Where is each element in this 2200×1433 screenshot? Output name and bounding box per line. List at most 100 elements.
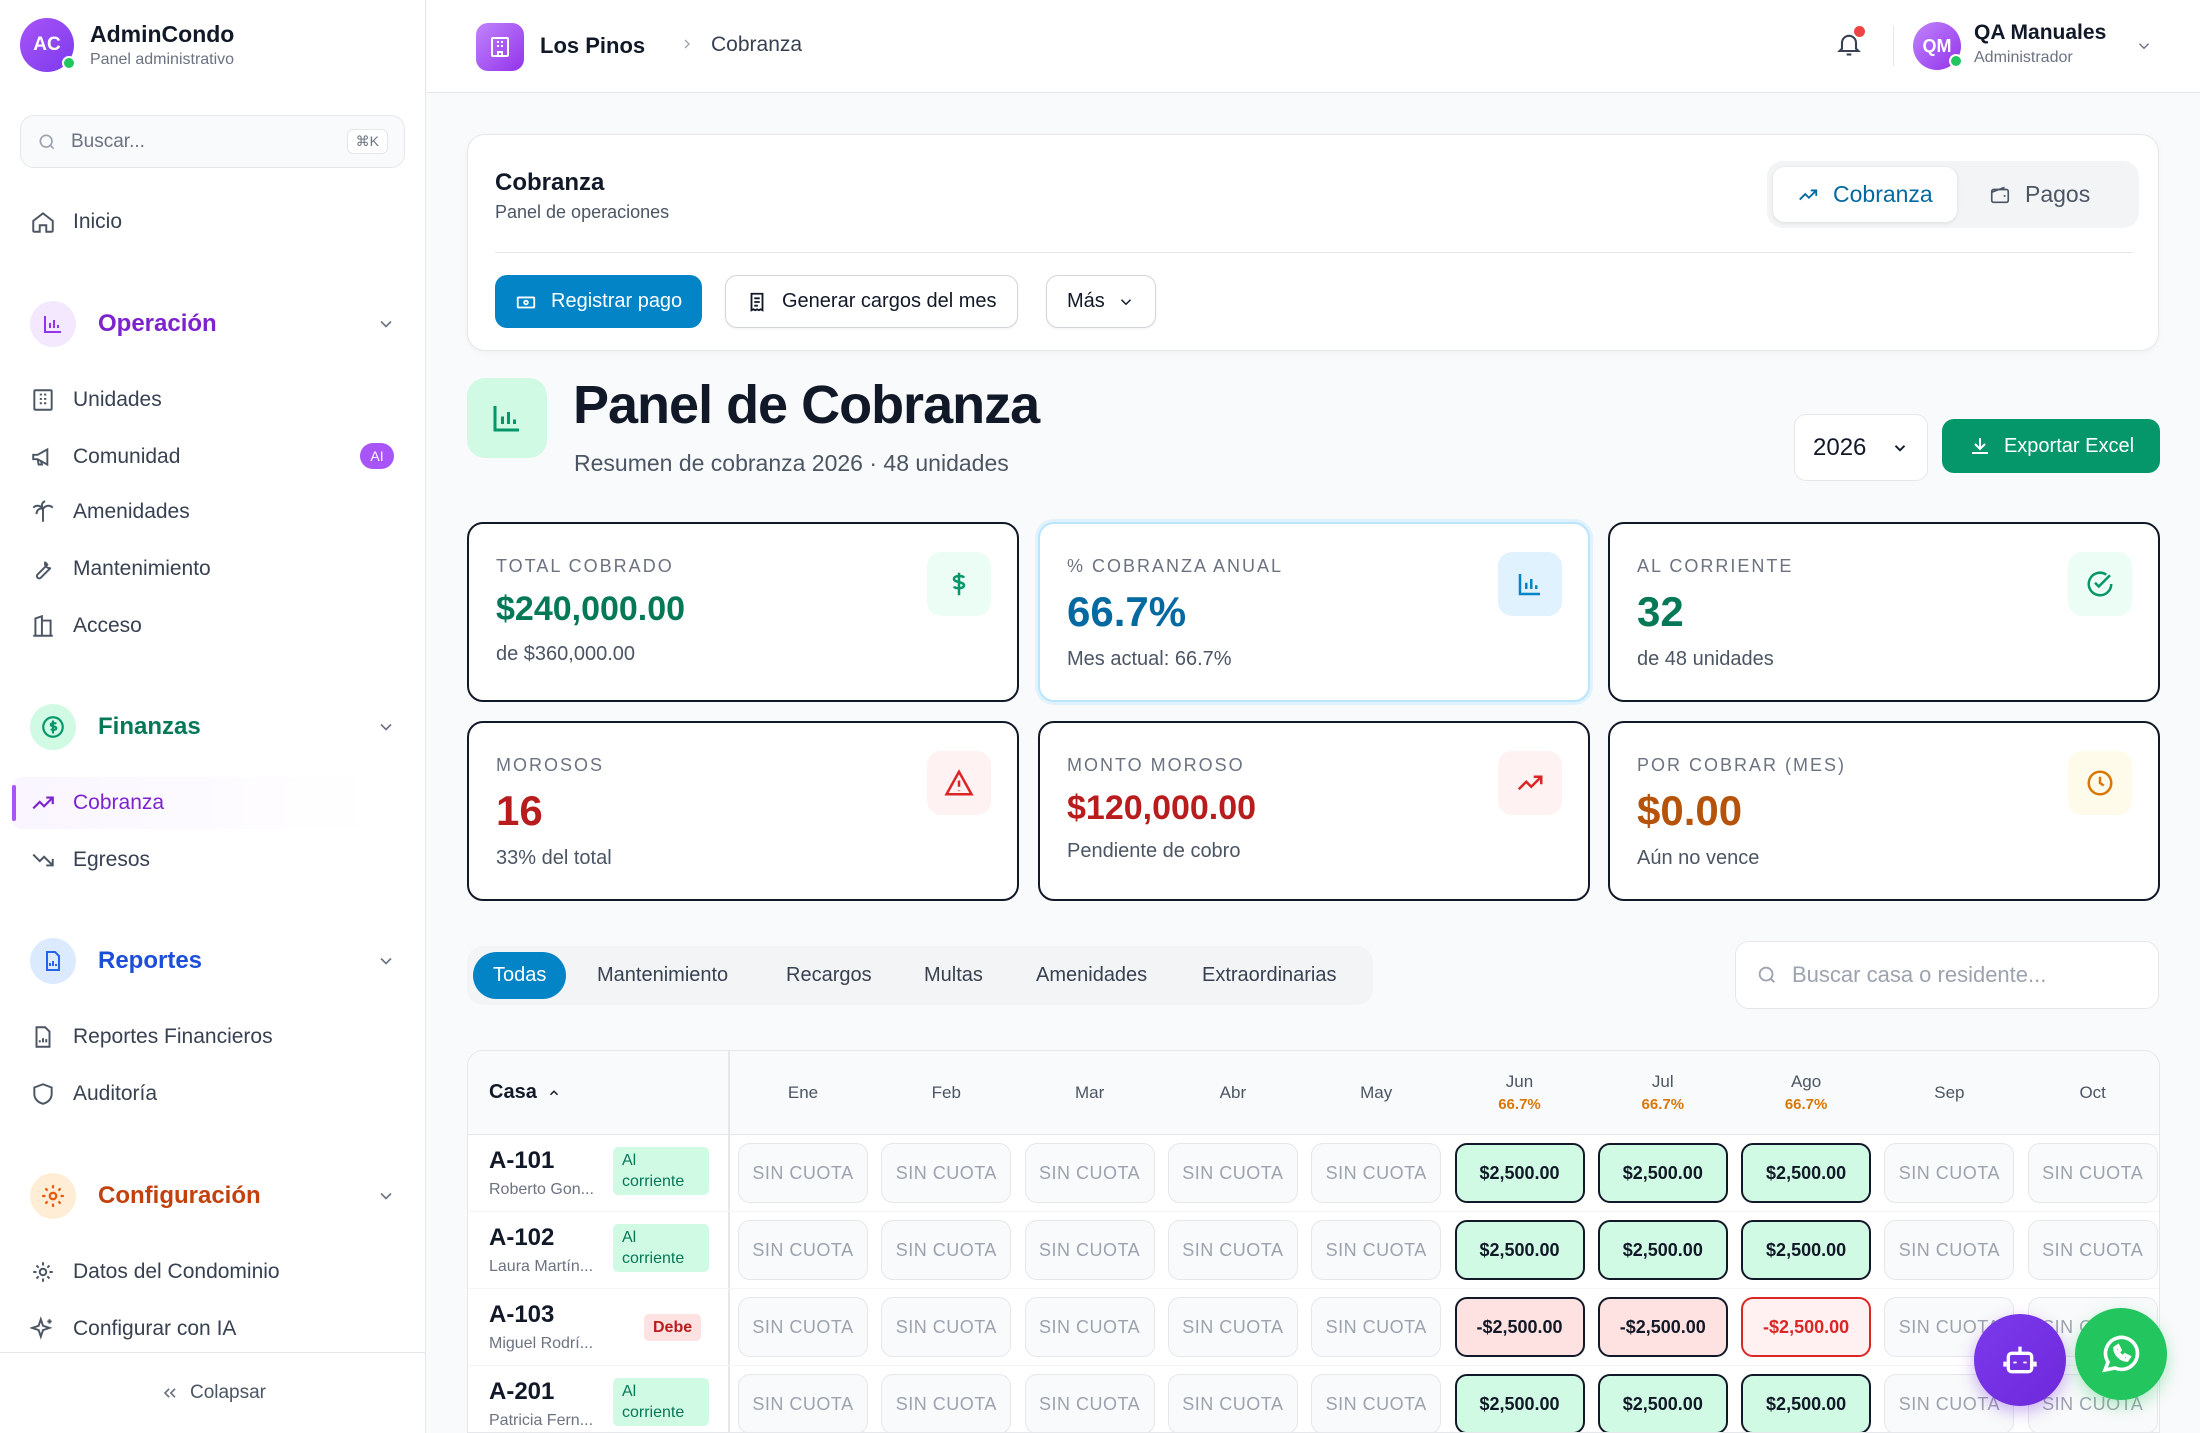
register-payment-button[interactable]: Registrar pago — [495, 275, 703, 328]
month-cell[interactable]: SIN CUOTA — [738, 1297, 868, 1357]
month-header: Sep — [1934, 1083, 1965, 1102]
trending-up-icon — [1799, 189, 1818, 200]
table-row[interactable]: A-201 Patricia Fern... Al corriente SIN CUO… — [468, 1366, 2159, 1432]
sidebar-item-acceso[interactable]: Acceso — [30, 606, 142, 646]
month-cell[interactable]: SIN CUOTA — [1167, 1297, 1298, 1357]
month-cell[interactable]: -$2,500.00 — [1741, 1297, 1872, 1357]
month-cell[interactable]: SIN CUOTA — [2027, 1143, 2158, 1203]
month-cell[interactable]: SIN CUOTA — [1024, 1297, 1155, 1357]
tab-amenidades[interactable]: Amenidades — [1036, 964, 1148, 986]
sidebar-item-egresos[interactable]: Egresos — [30, 840, 150, 880]
more-actions-button[interactable]: Más — [1046, 275, 1156, 328]
collapse-sidebar-button[interactable]: Colapsar — [0, 1352, 426, 1433]
sidebar-item-reportes-financieros[interactable]: Reportes Financieros — [30, 1017, 273, 1057]
month-cell[interactable]: SIN CUOTA — [1167, 1374, 1298, 1432]
sidebar-search[interactable]: Buscar... ⌘K — [20, 115, 405, 168]
month-cell[interactable]: SIN CUOTA — [881, 1374, 1012, 1432]
tab-recargos[interactable]: Recargos — [786, 964, 872, 986]
section-title-finanzas: Finanzas — [98, 713, 201, 740]
month-cell[interactable]: $2,500.00 — [1454, 1143, 1585, 1203]
tab-multas[interactable]: Multas — [924, 964, 983, 986]
table-row[interactable]: A-101 Roberto Gon... Al corriente SIN CUOTA… — [468, 1135, 2159, 1212]
generate-charges-button[interactable]: Generar cargos del mes — [725, 275, 1018, 328]
whatsapp-button[interactable] — [2075, 1308, 2167, 1400]
month-cell[interactable]: SIN CUOTA — [1884, 1220, 2015, 1280]
sidebar-item-amenidades[interactable]: Amenidades — [30, 492, 190, 532]
month-cell[interactable]: $2,500.00 — [1741, 1143, 1872, 1203]
month-cell[interactable]: SIN CUOTA — [881, 1143, 1012, 1203]
month-cell[interactable]: $2,500.00 — [1454, 1220, 1585, 1280]
section-reportes[interactable]: Reportes — [30, 935, 396, 987]
bell-icon[interactable] — [1835, 30, 1863, 58]
month-cell[interactable]: SIN CUOTA — [1884, 1143, 2015, 1203]
month-cell[interactable]: $2,500.00 — [1454, 1374, 1585, 1432]
column-divider — [728, 1051, 730, 1432]
brand[interactable]: AC AdminCondo Panel administrativo — [20, 18, 234, 72]
tab-extraordinarias[interactable]: Extraordinarias — [1202, 964, 1337, 986]
user-name[interactable]: QA Manuales — [1974, 21, 2107, 44]
chart-bar-icon — [30, 301, 76, 347]
user-avatar[interactable]: QM — [1913, 22, 1963, 70]
tab-todas[interactable]: Todas — [473, 952, 567, 999]
month-cell[interactable]: SIN CUOTA — [738, 1220, 868, 1280]
sidebar-item-datos-condominio[interactable]: Datos del Condominio — [30, 1252, 280, 1292]
sidebar-item-mantenimiento[interactable]: Mantenimiento — [30, 549, 211, 589]
month-cell[interactable]: $2,500.00 — [1741, 1374, 1872, 1432]
sidebar-item-unidades[interactable]: Unidades — [30, 380, 162, 420]
month-cell[interactable]: $2,500.00 — [1741, 1220, 1872, 1280]
month-cell[interactable]: -$2,500.00 — [1454, 1297, 1585, 1357]
month-cell[interactable]: SIN CUOTA — [1024, 1220, 1155, 1280]
month-cell[interactable]: SIN CUOTA — [1311, 1297, 1442, 1357]
month-header: Feb — [931, 1083, 961, 1102]
chevrons-left-icon — [163, 1388, 176, 1398]
ai-assistant-button[interactable] — [1974, 1314, 2066, 1406]
month-cell[interactable]: SIN CUOTA — [1024, 1143, 1155, 1203]
chevron-down-icon[interactable] — [2135, 37, 2153, 55]
tab-mantenimiento[interactable]: Mantenimiento — [597, 964, 729, 986]
house-search-input[interactable]: Buscar casa o residente... — [1735, 941, 2159, 1009]
breadcrumb-condo[interactable]: Los Pinos — [540, 33, 646, 58]
month-cell[interactable]: SIN CUOTA — [1311, 1220, 1442, 1280]
chevron-right-icon — [684, 39, 690, 49]
table-row[interactable]: A-102 Laura Martín... Al corriente SIN CUOT… — [468, 1212, 2159, 1289]
month-cell[interactable]: SIN CUOTA — [738, 1374, 868, 1432]
notification-dot — [1854, 26, 1865, 37]
house-code: A-102 — [489, 1224, 555, 1251]
export-excel-button[interactable]: Exportar Excel — [1942, 419, 2160, 473]
month-cell[interactable]: SIN CUOTA — [1167, 1143, 1298, 1203]
month-cell[interactable]: SIN CUOTA — [2027, 1220, 2158, 1280]
resident-name: Roberto Gon... — [489, 1181, 594, 1198]
month-cell[interactable]: $2,500.00 — [1597, 1374, 1728, 1432]
month-cell[interactable]: $2,500.00 — [1597, 1220, 1728, 1280]
month-cell[interactable]: SIN CUOTA — [738, 1143, 868, 1203]
sidebar-item-auditoria[interactable]: Auditoría — [30, 1074, 157, 1114]
month-cell[interactable]: $2,500.00 — [1597, 1143, 1728, 1203]
sidebar-item-configurar-ia[interactable]: Configurar con IA — [30, 1309, 236, 1349]
stat-value: $0.00 — [1637, 787, 1743, 834]
month-cell[interactable]: SIN CUOTA — [1167, 1220, 1298, 1280]
stat-cobranza-anual: % COBRANZA ANUAL 66.7% Mes actual: 66.7% — [1038, 522, 1590, 702]
tab-pagos[interactable]: Pagos — [1965, 167, 2114, 222]
divider — [1893, 26, 1894, 66]
tab-cobranza[interactable]: Cobranza — [1773, 167, 1957, 222]
sidebar-item-comunidad[interactable]: Comunidad — [30, 437, 180, 477]
trending-down-icon — [32, 853, 54, 867]
month-cell[interactable]: -$2,500.00 — [1597, 1297, 1728, 1357]
sidebar-item-inicio[interactable]: Inicio — [30, 202, 122, 242]
section-operacion[interactable]: Operación — [30, 298, 396, 350]
month-cell[interactable]: SIN CUOTA — [881, 1220, 1012, 1280]
month-cell[interactable]: SIN CUOTA — [1311, 1143, 1442, 1203]
month-cell[interactable]: SIN CUOTA — [1024, 1374, 1155, 1432]
month-cell[interactable]: SIN CUOTA — [881, 1297, 1012, 1357]
year-select[interactable]: 2026 — [1794, 414, 1928, 481]
table-row[interactable]: A-103 Miguel Rodrí... Debe SIN CUOTA SIN CUO… — [468, 1289, 2159, 1366]
topbar: Los Pinos Cobranza QM QA Manuales Admini… — [427, 0, 2200, 93]
sidebar-item-cobranza[interactable]: Cobranza — [30, 783, 164, 823]
month-cell[interactable]: SIN CUOTA — [1311, 1374, 1442, 1432]
resident-name: Patricia Fern... — [489, 1412, 594, 1429]
warning-icon — [927, 751, 991, 815]
section-configuracion[interactable]: Configuración — [30, 1170, 396, 1222]
sort-casa-header[interactable]: Casa — [489, 1081, 561, 1104]
section-finanzas[interactable]: Finanzas — [30, 701, 396, 753]
stat-monto-moroso: MONTO MOROSO $120,000.00 Pendiente de co… — [1038, 721, 1590, 901]
